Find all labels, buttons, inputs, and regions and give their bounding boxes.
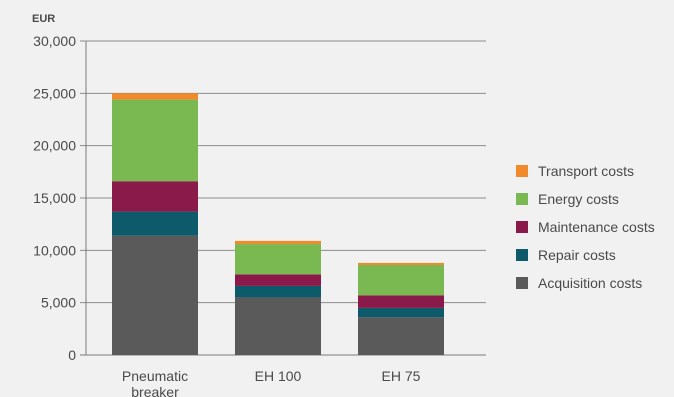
- bar-segment: [235, 297, 321, 355]
- legend-label: Acquisition costs: [538, 274, 672, 292]
- legend-swatch: [516, 193, 528, 205]
- y-tick-label: 0: [68, 347, 76, 363]
- legend-swatch: [516, 249, 528, 261]
- legend-label: Energy costs: [538, 190, 672, 208]
- bar-segment: [235, 244, 321, 274]
- bar-segment: [235, 274, 321, 286]
- y-tick-label: 25,000: [33, 85, 76, 101]
- x-axis-labels: Pneumatic breaker EH 100 EH 75: [122, 368, 421, 397]
- y-tick-label: 20,000: [33, 138, 76, 154]
- bar-segment: [358, 265, 444, 295]
- legend-item: Energy costs: [516, 190, 674, 208]
- legend-swatch: [516, 277, 528, 289]
- legend-item: Repair costs: [516, 246, 674, 264]
- bar-segment: [112, 100, 198, 182]
- legend-item: Acquisition costs: [516, 274, 674, 292]
- bar-segment: [112, 93, 198, 99]
- bar-segment: [358, 308, 444, 317]
- x-tick-label: EH 75: [382, 368, 421, 384]
- bar-segment: [358, 295, 444, 308]
- bar-segment: [112, 181, 198, 211]
- y-tick-label: 30,000: [33, 33, 76, 49]
- legend-label: Transport costs: [538, 162, 672, 180]
- y-tick-label: 10,000: [33, 242, 76, 258]
- bar-segment: [112, 212, 198, 236]
- bar-segment: [112, 236, 198, 355]
- y-axis-title: EUR: [32, 13, 55, 25]
- legend-swatch: [516, 221, 528, 233]
- x-tick-label: Pneumatic breaker: [122, 368, 188, 397]
- legend: Transport costs Energy costs Maintenance c…: [516, 162, 674, 302]
- legend-item: Transport costs: [516, 162, 674, 180]
- bar-segment: [235, 241, 321, 244]
- legend-item: Maintenance costs: [516, 218, 674, 236]
- y-tick-label: 5,000: [41, 295, 76, 311]
- legend-label: Maintenance costs: [538, 218, 672, 236]
- legend-swatch: [516, 165, 528, 177]
- legend-label: Repair costs: [538, 246, 672, 264]
- bar-segment: [358, 317, 444, 355]
- x-tick-label: EH 100: [255, 368, 302, 384]
- bar-segment: [358, 263, 444, 265]
- y-tick-label: 15,000: [33, 190, 76, 206]
- bar-segment: [235, 286, 321, 298]
- y-axis-ticks: 0 5,000 10,000 15,000 20,000 25,000 30,000: [33, 33, 76, 363]
- bars: [112, 93, 444, 355]
